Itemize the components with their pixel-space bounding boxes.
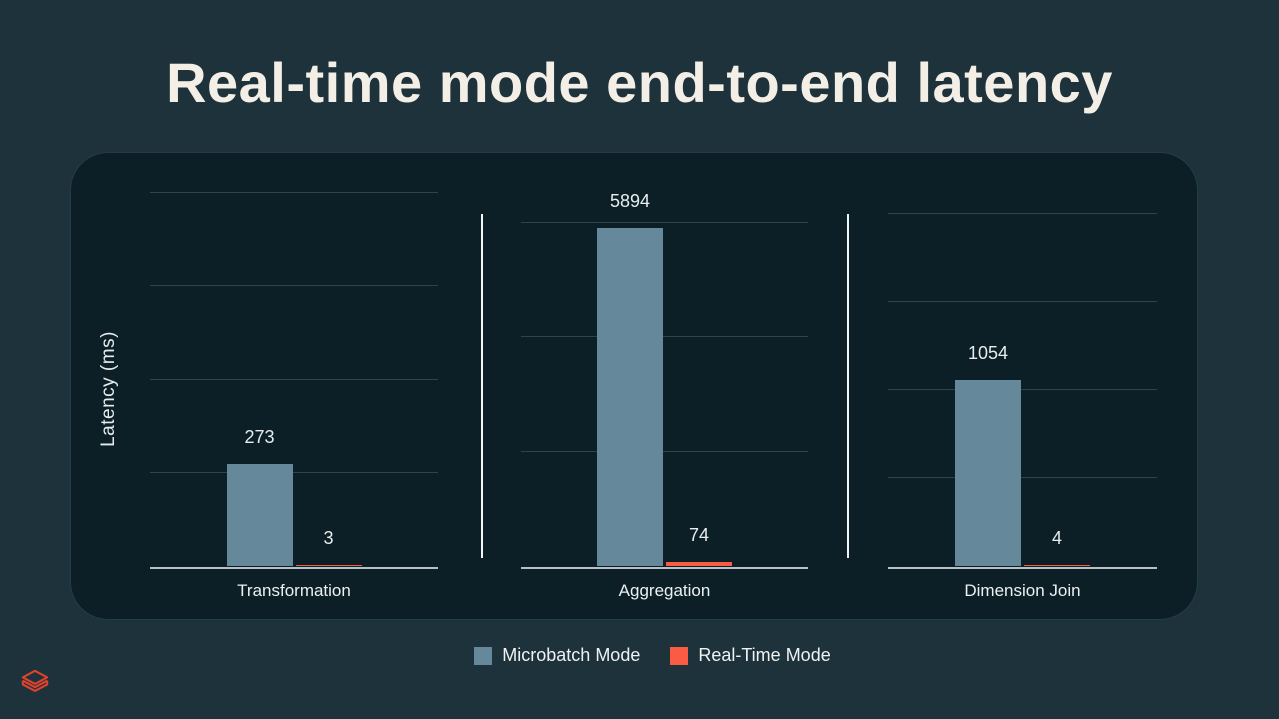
value-label-real-time-mode-transformation: 3: [323, 527, 334, 548]
gridline: [521, 336, 808, 338]
page-title: Real-time mode end-to-end latency: [166, 51, 1113, 114]
value-label-real-time-mode-aggregation: 74: [688, 524, 710, 545]
gridline: [150, 191, 438, 193]
y-axis-label: Latency (ms): [98, 331, 119, 447]
gridline: [521, 221, 808, 223]
legend-label-real-time-mode: Real-Time Mode: [698, 645, 831, 665]
plot-dimension-join: 1054 4: [888, 212, 1157, 566]
value-label-real-time-mode-dimension-join: 4: [1051, 527, 1063, 548]
gridline: [888, 300, 1157, 302]
panel-separator-2: [847, 214, 849, 558]
bar-microbatch-mode-aggregation: [597, 228, 663, 566]
gridline: [888, 477, 1157, 479]
gridline: [888, 389, 1157, 390]
plot-aggregation: 5894 74: [521, 191, 808, 566]
bar-real-time-mode-aggregation: [666, 561, 732, 566]
value-label-microbatch-mode-dimension-join: 1054: [967, 342, 1009, 363]
value-label-microbatch-mode-transformation: 273: [244, 426, 275, 447]
x-axis-line: [521, 567, 808, 569]
gridline: [888, 212, 1157, 214]
legend-item-microbatch-mode: Microbatch Mode: [474, 645, 640, 666]
bar-microbatch-mode-transformation: [226, 463, 293, 566]
chart-panel: Latency (ms) Transformation 273 3 Aggregati…: [70, 152, 1198, 620]
bar-real-time-mode-dimension-join: [1024, 564, 1090, 566]
bar-real-time-mode-transformation: [295, 564, 362, 566]
legend-item-real-time-mode: Real-Time Mode: [670, 645, 831, 666]
gridline: [521, 450, 808, 452]
category-label-dimension-join: Dimension Join: [964, 581, 1081, 600]
x-axis-line: [888, 567, 1157, 569]
gridline: [150, 472, 438, 473]
legend-swatch-real-time-mode: [670, 646, 689, 665]
chart-legend: Microbatch Mode Real-Time Mode: [13, 645, 1279, 666]
bar-microbatch-mode-dimension-join: [955, 379, 1021, 566]
gridline: [150, 378, 438, 380]
x-axis-line: [150, 567, 438, 569]
databricks-logo-icon: [21, 669, 49, 692]
gridline: [150, 285, 438, 286]
value-label-microbatch-mode-aggregation: 5894: [609, 191, 651, 212]
panel-separator-1: [481, 214, 483, 558]
legend-swatch-microbatch-mode: [474, 646, 493, 665]
legend-label-microbatch-mode: Microbatch Mode: [502, 645, 641, 665]
plot-transformation: 273 3: [150, 191, 438, 566]
category-label-transformation: Transformation: [237, 581, 351, 600]
category-label-aggregation: Aggregation: [618, 581, 711, 600]
